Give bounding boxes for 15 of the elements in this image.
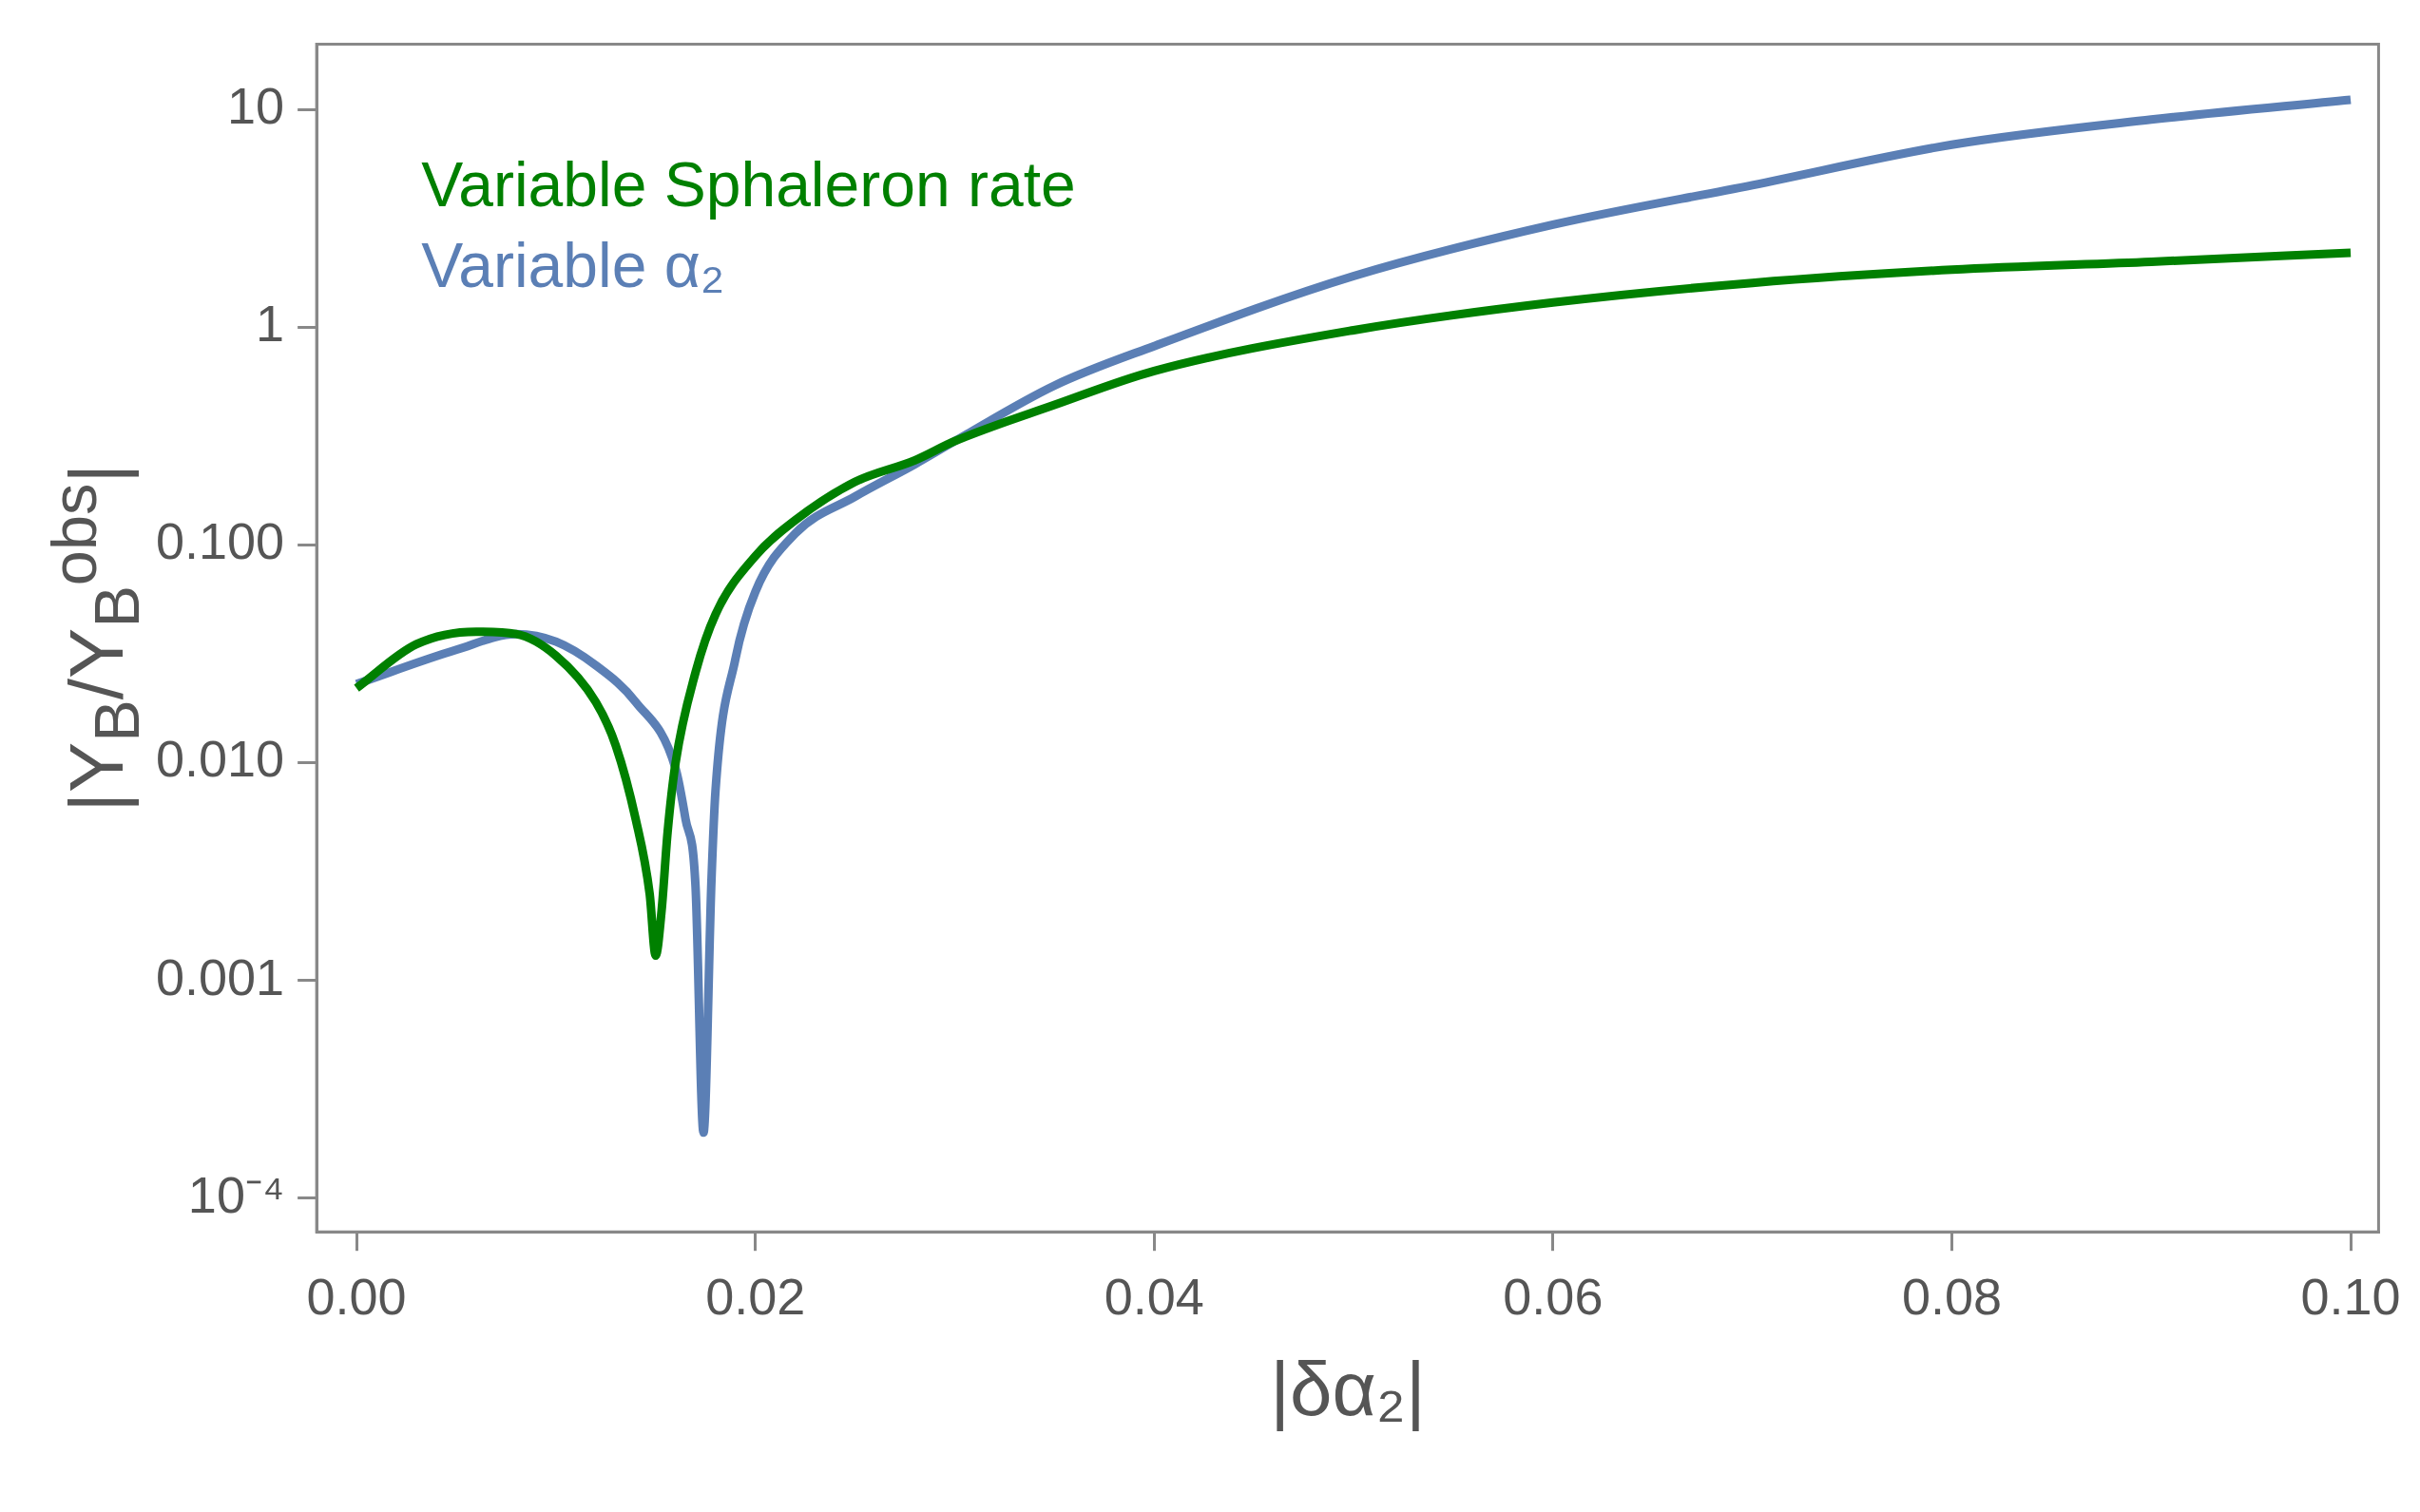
text: Variable α₂ [421,229,725,302]
x-tick-label: 0.06 [1503,1268,1604,1326]
y-tick-label: 0.100 [155,512,285,570]
x-tick-label: 0.04 [1104,1268,1204,1326]
y-tick-label: 10⁻⁴ [187,1165,285,1223]
x-tick-label: 0.10 [2300,1268,2401,1326]
y-tick-label: 1 [256,295,285,353]
x-tick-label: 0.02 [705,1268,806,1326]
x-tick-label: 0.00 [306,1268,407,1326]
x-tick-label: 0.08 [1901,1268,2003,1326]
y-tick-label: 10 [227,77,285,135]
y-tick-label: 0.010 [155,730,285,788]
y-tick-label: 0.001 [155,947,285,1005]
text: Variable Sphaleron rate [421,148,1076,221]
x-axis-title: |δα₂| [1270,1346,1426,1434]
